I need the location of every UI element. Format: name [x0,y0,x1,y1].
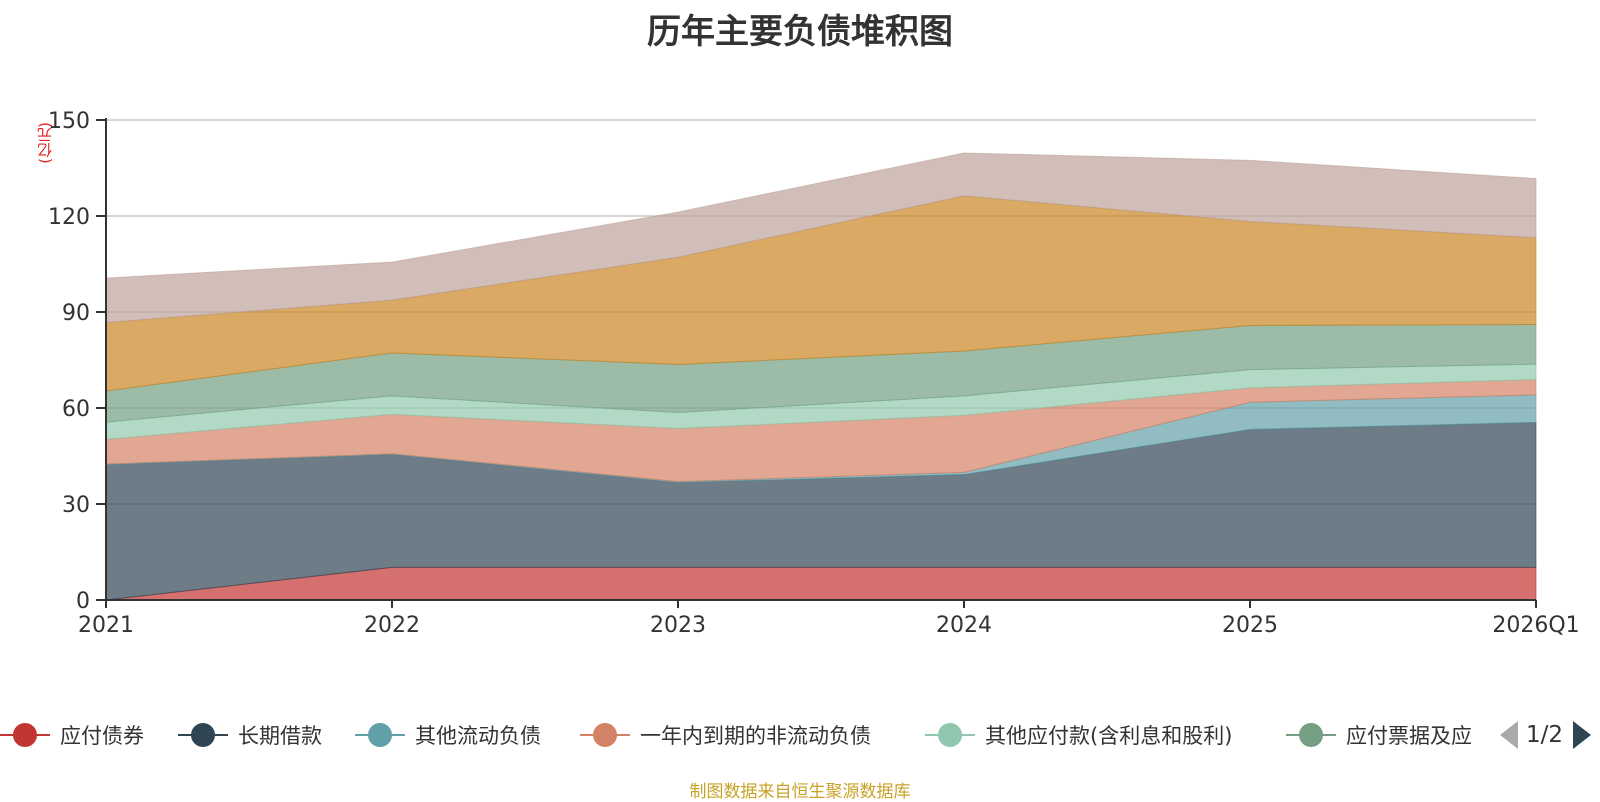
x-tick-label: 2026Q1 [1492,613,1579,638]
y-tick-label: 120 [48,205,90,230]
y-tick-label: 30 [62,493,90,518]
data-source-note: 制图数据来自恒生聚源数据库 [689,782,911,802]
legend-item-notes-accounts-payable[interactable]: 应付票据及应 [1286,715,1480,755]
y-tick-label: 150 [48,109,90,134]
legend-marker-icon [355,722,405,748]
legend-label: 其他应付款(含利息和股利) [985,724,1233,748]
legend-label: 长期借款 [238,724,322,748]
y-tick-label: 90 [62,301,90,326]
legend-marker-icon [925,722,975,748]
legend: 应付债券 长期借款 其他流动负债 一年内到期的非流动负债 其他应付款(含利息和股… [0,715,1600,755]
x-tick-label: 2025 [1222,613,1278,638]
legend-item-bonds-payable[interactable]: 应付债券 [0,715,144,755]
legend-item-other-payables[interactable]: 其他应付款(含利息和股利) [925,715,1232,755]
legend-label: 其他流动负债 [415,724,541,748]
legend-next-page-icon[interactable] [1573,721,1592,749]
legend-label: 应付票据及应 [1346,724,1472,748]
legend-page-indicator: 1/2 [1526,722,1564,748]
x-tick-label: 2021 [78,613,134,638]
legend-item-long-term-loans[interactable]: 长期借款 [178,715,322,755]
legend-item-current-portion-noncurrent[interactable]: 一年内到期的非流动负债 [580,715,871,755]
legend-pager: 1/2 [1500,715,1592,755]
legend-marker-icon [0,722,50,748]
legend-prev-page-icon[interactable] [1500,721,1518,749]
y-tick-label: 0 [76,589,90,614]
legend-marker-icon [580,722,630,748]
stacked-area-chart: 0 30 60 90 120 150 2021 2022 2023 2024 2025 2026Q1 [48,109,1580,638]
y-tick-label: 60 [62,397,90,422]
x-tick-label: 2024 [936,613,992,638]
chart-title: 历年主要负债堆积图 [647,12,953,52]
legend-marker-icon [1286,722,1336,748]
area-series-7 [105,152,1537,324]
legend-label: 应付债券 [60,724,144,748]
legend-item-other-current-liabilities[interactable]: 其他流动负债 [355,715,541,755]
legend-label: 一年内到期的非流动负债 [640,724,871,748]
x-tick-label: 2023 [650,613,706,638]
legend-marker-icon [178,722,228,748]
x-tick-label: 2022 [364,613,420,638]
